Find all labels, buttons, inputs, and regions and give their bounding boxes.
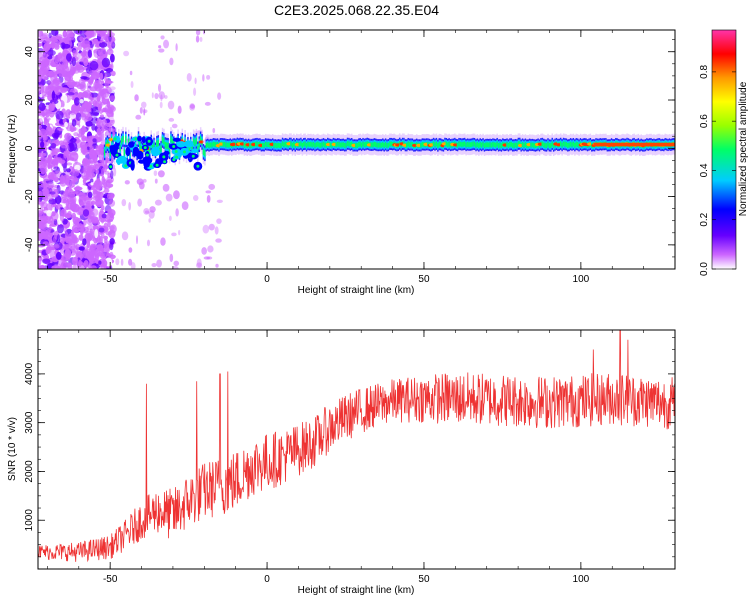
- spectrogram-y-tick-label: 40: [24, 46, 35, 58]
- colorbar-ticks: 0.0 0.2 0.4 0.6 0.8: [699, 64, 736, 276]
- colorbar-frame: [711, 29, 737, 270]
- spectrogram-x-tick-label: 0: [264, 274, 270, 285]
- spectrogram-x-label: Height of straight line (km): [298, 285, 415, 296]
- snr-y-tick-label: 3000: [24, 411, 35, 434]
- colorbar: 0.0 0.2 0.4 0.6 0.8 Normalized spectral ampl…: [699, 29, 749, 276]
- snr-x-tick-label: -50: [103, 574, 118, 585]
- snr-y-label: SNR (10 * v/v): [7, 417, 18, 481]
- snr-panel: -50 0 50 100 1000 2000 3000 4000 Height of stra…: [7, 329, 676, 596]
- snr-y-tick-label: 1000: [24, 509, 35, 532]
- snr-y-tick-label: 4000: [24, 362, 35, 385]
- snr-x-tick-label: 100: [573, 574, 590, 585]
- spectrogram-y-tick-label: 0: [24, 145, 35, 151]
- spectrogram-y-tick-label: -20: [24, 189, 35, 204]
- spectrogram-y-tick-label: 20: [24, 94, 35, 106]
- spectrogram-panel: -50 0 50 100 -40 -20 0 20 40 Height of straight …: [7, 29, 676, 296]
- colorbar-tick-label: 0.8: [699, 64, 710, 78]
- colorbar-gradient: [712, 30, 736, 269]
- colorbar-tick-label: 0.6: [699, 114, 710, 128]
- spectrogram-x-tick-label: -50: [103, 274, 118, 285]
- snr-x-tick-label: 50: [418, 574, 430, 585]
- snr-x-label: Height of straight line (km): [298, 585, 415, 596]
- colorbar-tick-label: 0.2: [699, 212, 710, 226]
- snr-axes: -50 0 50 100 1000 2000 3000 4000: [24, 330, 676, 585]
- spectrogram-image: [38, 30, 675, 269]
- snr-frame: [37, 329, 676, 570]
- spectrogram-y-label: Frequency (Hz): [7, 115, 18, 184]
- snr-series-line: [38, 330, 675, 563]
- spectrogram-axes: -50 0 50 100 -40 -20 0 20 40: [24, 30, 676, 285]
- colorbar-tick-label: 0.0: [699, 262, 710, 276]
- chart-title: C2E3.2025.068.22.35.E04: [273, 2, 440, 18]
- colorbar-label: Normalized spectral amplitude: [738, 81, 749, 216]
- spectrogram-y-tick-label: -40: [24, 237, 35, 252]
- spectrogram-x-tick-label: 50: [418, 274, 430, 285]
- snr-x-tick-label: 0: [264, 574, 270, 585]
- colorbar-tick-label: 0.4: [699, 163, 710, 177]
- spectrogram-x-tick-label: 100: [573, 274, 590, 285]
- spectrogram-frame: [37, 29, 676, 270]
- snr-y-tick-label: 2000: [24, 460, 35, 483]
